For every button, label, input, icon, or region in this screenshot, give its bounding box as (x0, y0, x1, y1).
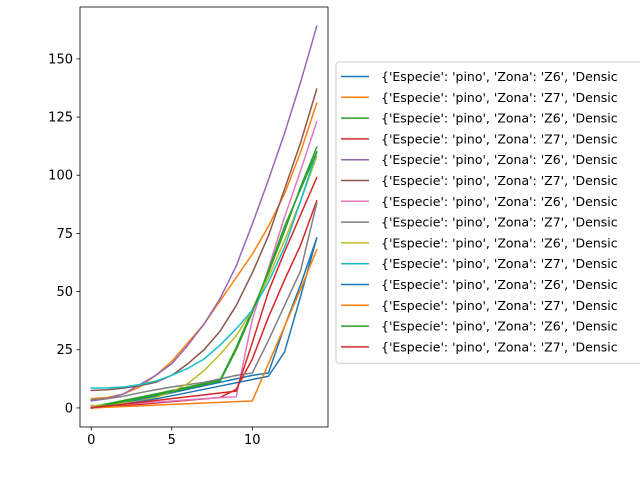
legend-entry-label: {'Especie': 'pino', 'Zona': 'Z7', 'Densi… (381, 215, 618, 230)
legend-entry-label: {'Especie': 'pino', 'Zona': 'Z7', 'Densi… (381, 298, 618, 313)
legend-entry-label: {'Especie': 'pino', 'Zona': 'Z6', 'Densi… (381, 69, 618, 84)
legend-entry-label: {'Especie': 'pino', 'Zona': 'Z6', 'Densi… (381, 319, 618, 334)
legend-entry-label: {'Especie': 'pino', 'Zona': 'Z6', 'Densi… (381, 111, 618, 126)
legend-entry-label: {'Especie': 'pino', 'Zona': 'Z7', 'Densi… (381, 339, 618, 354)
legend-entry-label: {'Especie': 'pino', 'Zona': 'Z7', 'Densi… (381, 173, 618, 188)
x-tick-label: 5 (168, 433, 176, 448)
x-tick-label: 10 (244, 433, 261, 448)
series-line-6 (90, 88, 318, 392)
y-tick-label: 150 (48, 52, 73, 67)
series-line-13 (90, 150, 318, 409)
legend-entry-label: {'Especie': 'pino', 'Zona': 'Z6', 'Densi… (381, 235, 618, 250)
legend-entry-label: {'Especie': 'pino', 'Zona': 'Z6', 'Densi… (381, 277, 618, 292)
y-tick-label: 75 (56, 227, 73, 242)
series-line-3 (90, 146, 318, 408)
y-tick-label: 125 (48, 111, 73, 126)
legend-entry-label: {'Especie': 'pino', 'Zona': 'Z7', 'Densi… (381, 90, 618, 105)
x-tick-label: 0 (87, 433, 95, 448)
y-tick-label: 0 (65, 401, 73, 416)
series-line-9 (90, 155, 318, 407)
legend-entry-label: {'Especie': 'pino', 'Zona': 'Z6', 'Densi… (381, 152, 618, 167)
y-tick-label: 25 (56, 343, 73, 358)
series-lines (90, 25, 318, 409)
legend-entry-label: {'Especie': 'pino', 'Zona': 'Z7', 'Densi… (381, 131, 618, 146)
plot-area (90, 25, 318, 409)
y-tick-label: 100 (48, 169, 73, 184)
series-line-5 (90, 25, 318, 402)
series-line-12 (90, 248, 318, 409)
legend-entry-label: {'Especie': 'pino', 'Zona': 'Z6', 'Densi… (381, 194, 618, 209)
series-line-10 (90, 151, 318, 389)
axes-frame (79, 6, 329, 428)
series-line-14 (90, 176, 318, 409)
legend-entry-label: {'Especie': 'pino', 'Zona': 'Z7', 'Densi… (381, 256, 618, 271)
series-line-8 (90, 202, 318, 401)
y-tick-label: 50 (56, 285, 73, 300)
legend-box (335, 61, 640, 364)
legend: {'Especie': 'pino', 'Zona': 'Z6', 'Densi… (335, 61, 640, 364)
